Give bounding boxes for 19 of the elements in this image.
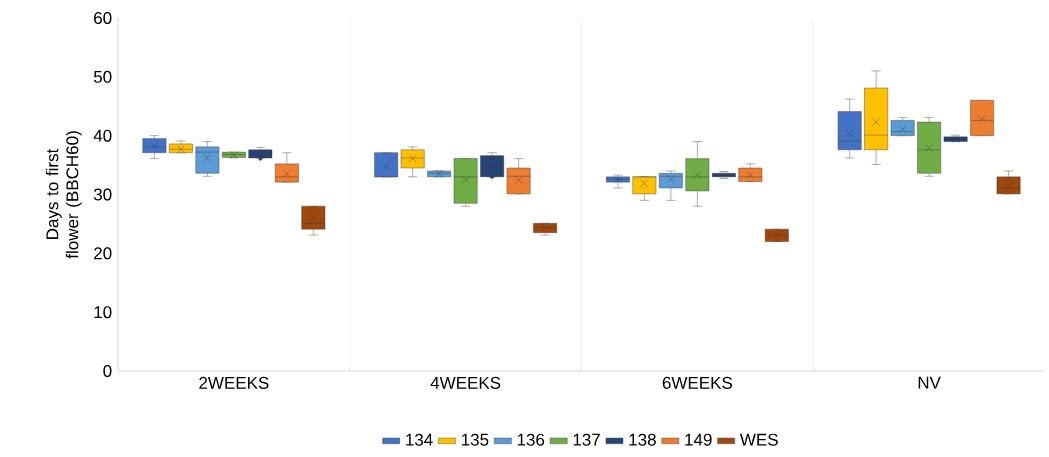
y-tick-label: 60 (94, 11, 112, 25)
x-tick-label: 6WEEKS (662, 376, 733, 389)
legend-label: 138 (629, 433, 656, 446)
y-tick-label: 0 (103, 364, 112, 378)
legend-label: 137 (573, 433, 600, 446)
y-tick-label: 50 (93, 70, 112, 83)
legend-label: 135 (462, 433, 489, 446)
y-tick-label: 20 (94, 247, 112, 260)
legend-label: 134 (406, 433, 433, 446)
y-tick-label: 40 (93, 129, 112, 142)
legend-label: 149 (685, 433, 712, 446)
legend-label: WES (739, 433, 778, 446)
legend-label: 136 (517, 433, 545, 446)
x-tick-label: 2WEEKS (199, 376, 269, 389)
y-axis-title: Days to first flower (BBCH60) (45, 131, 82, 259)
x-tick-label: NV (918, 376, 941, 389)
x-tick-label: 4WEEKS (430, 376, 501, 389)
y-tick-label: 30 (93, 188, 112, 201)
y-tick-label: 10 (94, 306, 112, 319)
